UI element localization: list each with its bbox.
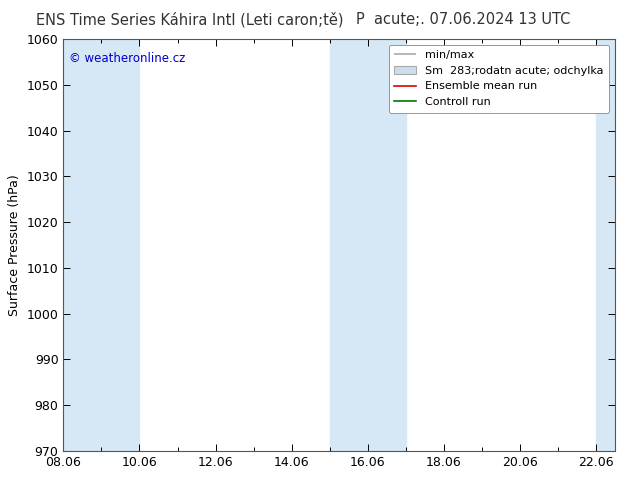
Text: ENS Time Series Káhira Intl (Leti caron;tě): ENS Time Series Káhira Intl (Leti caron;… bbox=[36, 12, 344, 28]
Bar bbox=[113, 39, 139, 451]
Y-axis label: Surface Pressure (hPa): Surface Pressure (hPa) bbox=[8, 174, 21, 316]
Text: P  acute;. 07.06.2024 13 UTC: P acute;. 07.06.2024 13 UTC bbox=[356, 12, 570, 27]
Bar bbox=[596, 39, 615, 451]
Text: © weatheronline.cz: © weatheronline.cz bbox=[69, 51, 185, 65]
Legend: min/max, Sm  283;rodatn acute; odchylka, Ensemble mean run, Controll run: min/max, Sm 283;rodatn acute; odchylka, … bbox=[389, 45, 609, 113]
Bar bbox=[63, 39, 113, 451]
Bar bbox=[330, 39, 406, 451]
